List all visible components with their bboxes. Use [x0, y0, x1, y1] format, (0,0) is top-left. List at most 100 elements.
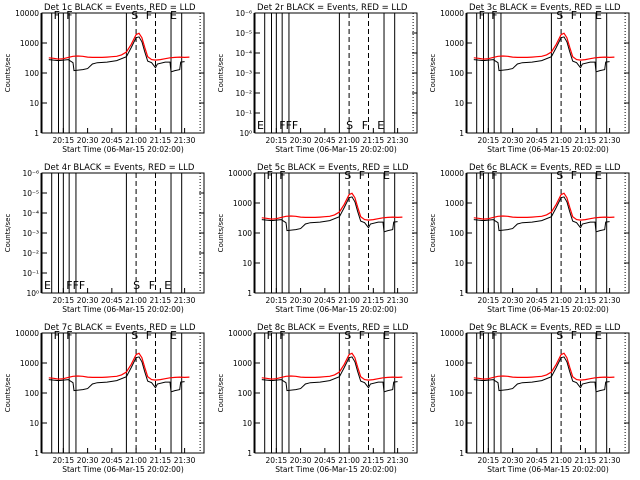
marker-label: F [66, 329, 72, 342]
marker-label: F [571, 9, 577, 22]
marker-label: S [131, 329, 138, 342]
y-tick-label: 10⁻¹ [22, 269, 39, 278]
y-tick-label: 10⁻⁴ [22, 209, 39, 218]
marker-label: E [595, 169, 602, 182]
x-tick-label: 21:30 [387, 456, 409, 465]
y-tick-label: 10⁻³ [235, 69, 252, 78]
marker-label: F [479, 9, 485, 22]
x-tick-label: 21:00 [338, 136, 360, 145]
y-tick-label: 10000 [440, 169, 464, 178]
x-tick-label: 20:30 [290, 296, 312, 305]
marker-label: F [479, 329, 485, 342]
x-tick-label: 21:30 [174, 136, 196, 145]
marker-label: E [595, 329, 602, 342]
y-tick-label: 10 [454, 419, 464, 428]
y-tick-label: 10⁰ [239, 129, 252, 138]
x-tick-label: 20:15 [266, 296, 288, 305]
x-tick-label: 21:30 [599, 136, 621, 145]
plot-frame [254, 12, 418, 134]
x-tick-label: 20:45 [526, 296, 548, 305]
x-tick-label: 20:45 [526, 456, 548, 465]
x-tick-label: 20:15 [53, 136, 75, 145]
y-axis-label: Counts/sec [429, 54, 437, 93]
marker-label: E [377, 119, 384, 132]
y-tick-label: 10⁻² [22, 249, 39, 258]
plot-frame [41, 332, 205, 454]
panel-title: Det 6c BLACK = Events, RED = LLD [469, 163, 621, 173]
y-tick-label: 100 [450, 69, 465, 78]
x-tick-label: 21:15 [575, 296, 597, 305]
y-axis-label: Counts/sec [217, 54, 225, 93]
y-tick-label: 1000 [20, 359, 39, 368]
y-tick-label: 10 [29, 419, 39, 428]
marker-label: F [479, 169, 485, 182]
x-tick-label: 21:00 [125, 136, 147, 145]
x-tick-label: 20:15 [478, 136, 500, 145]
x-tick-label: 20:45 [526, 136, 548, 145]
x-tick-label: 20:45 [314, 456, 336, 465]
x-axis-label: Start Time (06-Mar-15 20:02:00) [275, 305, 397, 314]
x-tick-label: 20:15 [53, 296, 75, 305]
marker-label: E [257, 119, 264, 132]
marker-label: E [170, 9, 177, 22]
y-axis-label: Counts/sec [429, 374, 437, 413]
marker-label: S [344, 329, 351, 342]
x-tick-label: 20:30 [77, 456, 99, 465]
y-tick-label: 100 [238, 229, 253, 238]
x-tick-label: 20:30 [290, 456, 312, 465]
y-tick-label: 1 [34, 129, 39, 138]
marker-label: F [66, 9, 72, 22]
y-tick-label: 100 [450, 389, 465, 398]
x-axis-label: Start Time (06-Mar-15 20:02:00) [62, 145, 184, 154]
marker-label: E [383, 169, 390, 182]
series-lld [473, 32, 615, 61]
series-events [48, 36, 185, 73]
x-tick-label: 20:15 [266, 136, 288, 145]
y-tick-label: 1000 [445, 359, 464, 368]
x-tick-label: 21:30 [387, 136, 409, 145]
y-axis-label: Counts/sec [4, 374, 12, 413]
plot-frame [466, 12, 630, 134]
panel-5: Det 5c BLACK = Events, RED = LLD Counts/s… [217, 163, 418, 314]
x-tick-label: 21:15 [363, 456, 385, 465]
y-tick-label: 1000 [20, 39, 39, 48]
marker-label: FFF [279, 119, 298, 132]
panel-2: Det 2r BLACK = Events, RED = LLD Counts/s… [217, 3, 418, 154]
plot-frame [254, 172, 418, 294]
x-tick-label: 21:15 [363, 136, 385, 145]
x-tick-label: 20:15 [478, 456, 500, 465]
y-axis-label: Counts/sec [4, 214, 12, 253]
marker-label: E [383, 329, 390, 342]
marker-label: F [267, 169, 273, 182]
x-tick-label: 21:30 [174, 456, 196, 465]
panel-3: Det 3c BLACK = Events, RED = LLD Counts/s… [429, 3, 630, 154]
x-tick-label: 20:30 [77, 136, 99, 145]
x-tick-label: 20:45 [101, 456, 123, 465]
panel-4: Det 4r BLACK = Events, RED = LLD Counts/s… [4, 163, 205, 314]
series-lld [473, 192, 615, 221]
x-tick-label: 21:00 [338, 456, 360, 465]
plot-frame [254, 332, 418, 454]
y-tick-label: 1000 [445, 199, 464, 208]
panel-title: Det 7c BLACK = Events, RED = LLD [44, 323, 196, 333]
marker-label: F [279, 169, 285, 182]
y-axis-label: Counts/sec [217, 374, 225, 413]
x-axis-label: Start Time (06-Mar-15 20:02:00) [275, 465, 397, 474]
y-tick-label: 10⁻⁵ [235, 29, 252, 38]
x-axis-label: Start Time (06-Mar-15 20:02:00) [62, 465, 184, 474]
series-lld [261, 352, 403, 381]
panel-8: Det 8c BLACK = Events, RED = LLD Counts/s… [217, 323, 418, 474]
panel-title: Det 3c BLACK = Events, RED = LLD [469, 3, 621, 13]
panel-1: Det 1c BLACK = Events, RED = LLD Counts/s… [4, 3, 205, 154]
y-tick-label: 10⁻⁶ [22, 169, 39, 178]
plot-frame [466, 332, 630, 454]
marker-label: E [44, 279, 51, 292]
panel-6: Det 6c BLACK = Events, RED = LLD Counts/s… [429, 163, 630, 314]
x-tick-label: 21:00 [550, 456, 572, 465]
y-tick-label: 10⁻⁵ [22, 189, 39, 198]
marker-label: S [346, 119, 353, 132]
marker-label: F [571, 169, 577, 182]
marker-label: F [491, 329, 497, 342]
x-axis-label: Start Time (06-Mar-15 20:02:00) [487, 465, 609, 474]
marker-label: F [146, 329, 152, 342]
